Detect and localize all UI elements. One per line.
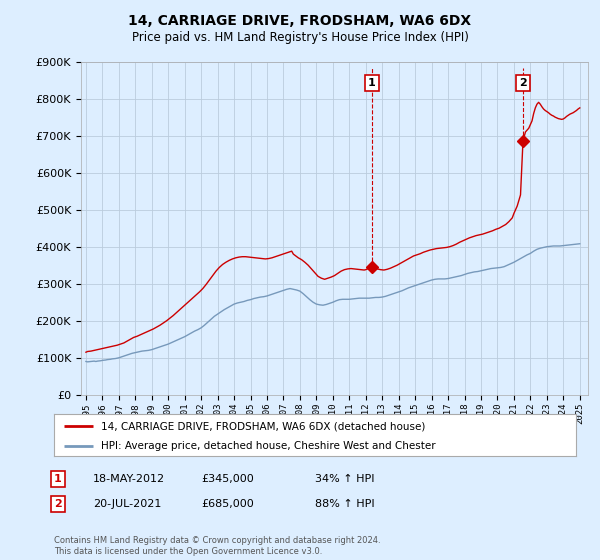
- Text: £345,000: £345,000: [201, 474, 254, 484]
- Text: 34% ↑ HPI: 34% ↑ HPI: [315, 474, 374, 484]
- Text: HPI: Average price, detached house, Cheshire West and Chester: HPI: Average price, detached house, Ches…: [101, 441, 436, 451]
- Text: £685,000: £685,000: [201, 499, 254, 509]
- Text: 1: 1: [368, 78, 376, 88]
- Text: 14, CARRIAGE DRIVE, FRODSHAM, WA6 6DX: 14, CARRIAGE DRIVE, FRODSHAM, WA6 6DX: [128, 14, 472, 28]
- Text: 20-JUL-2021: 20-JUL-2021: [93, 499, 161, 509]
- Text: 1: 1: [54, 474, 62, 484]
- Text: Contains HM Land Registry data © Crown copyright and database right 2024.
This d: Contains HM Land Registry data © Crown c…: [54, 536, 380, 556]
- Text: 2: 2: [54, 499, 62, 509]
- Text: 14, CARRIAGE DRIVE, FRODSHAM, WA6 6DX (detached house): 14, CARRIAGE DRIVE, FRODSHAM, WA6 6DX (d…: [101, 421, 425, 431]
- Text: 18-MAY-2012: 18-MAY-2012: [93, 474, 165, 484]
- Text: 88% ↑ HPI: 88% ↑ HPI: [315, 499, 374, 509]
- Text: Price paid vs. HM Land Registry's House Price Index (HPI): Price paid vs. HM Land Registry's House …: [131, 31, 469, 44]
- Text: 2: 2: [519, 78, 527, 88]
